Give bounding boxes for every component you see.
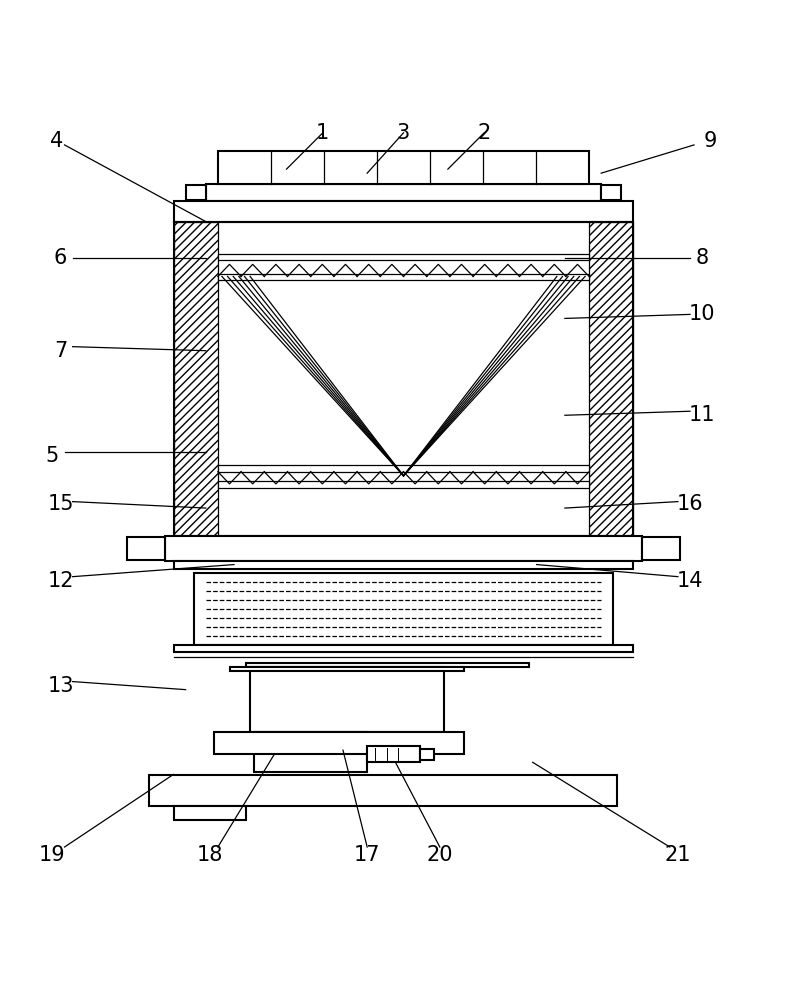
Bar [194, 573, 613, 645]
Text: 10: 10 [689, 304, 715, 324]
Text: 16: 16 [677, 494, 703, 514]
Text: 5: 5 [46, 446, 59, 466]
Bar [420, 749, 434, 760]
Bar [186, 185, 206, 200]
Bar [250, 667, 444, 732]
Bar [214, 732, 464, 754]
Bar [174, 222, 633, 536]
Text: 15: 15 [48, 494, 73, 514]
Text: 19: 19 [40, 845, 65, 865]
Bar [218, 465, 589, 472]
Bar [174, 561, 633, 569]
Bar [218, 254, 589, 260]
Text: 12: 12 [48, 571, 73, 591]
Bar [149, 775, 617, 806]
Text: 13: 13 [48, 676, 73, 696]
Bar [642, 537, 680, 560]
Text: 2: 2 [478, 123, 491, 143]
Bar [246, 663, 529, 667]
Bar [601, 185, 621, 200]
Bar [367, 746, 420, 762]
Text: 11: 11 [689, 405, 715, 425]
Text: 6: 6 [54, 248, 67, 268]
Text: 21: 21 [665, 845, 691, 865]
Bar [174, 806, 246, 820]
Bar [218, 151, 589, 184]
Bar [218, 274, 589, 280]
Bar [174, 201, 633, 222]
Bar [174, 222, 218, 536]
Bar [165, 536, 642, 561]
Text: 1: 1 [316, 123, 329, 143]
Text: 7: 7 [54, 341, 67, 361]
Text: 8: 8 [696, 248, 709, 268]
Bar [230, 667, 464, 671]
Bar [127, 537, 165, 560]
Text: 17: 17 [354, 845, 380, 865]
Bar [589, 222, 633, 536]
Bar [254, 732, 367, 772]
Text: 3: 3 [397, 123, 410, 143]
Bar [218, 481, 589, 488]
Text: 9: 9 [704, 131, 717, 151]
Bar [174, 645, 633, 652]
Text: 20: 20 [427, 845, 453, 865]
Text: 4: 4 [50, 131, 63, 151]
Text: 18: 18 [197, 845, 223, 865]
Text: 14: 14 [677, 571, 703, 591]
Bar [206, 184, 601, 201]
